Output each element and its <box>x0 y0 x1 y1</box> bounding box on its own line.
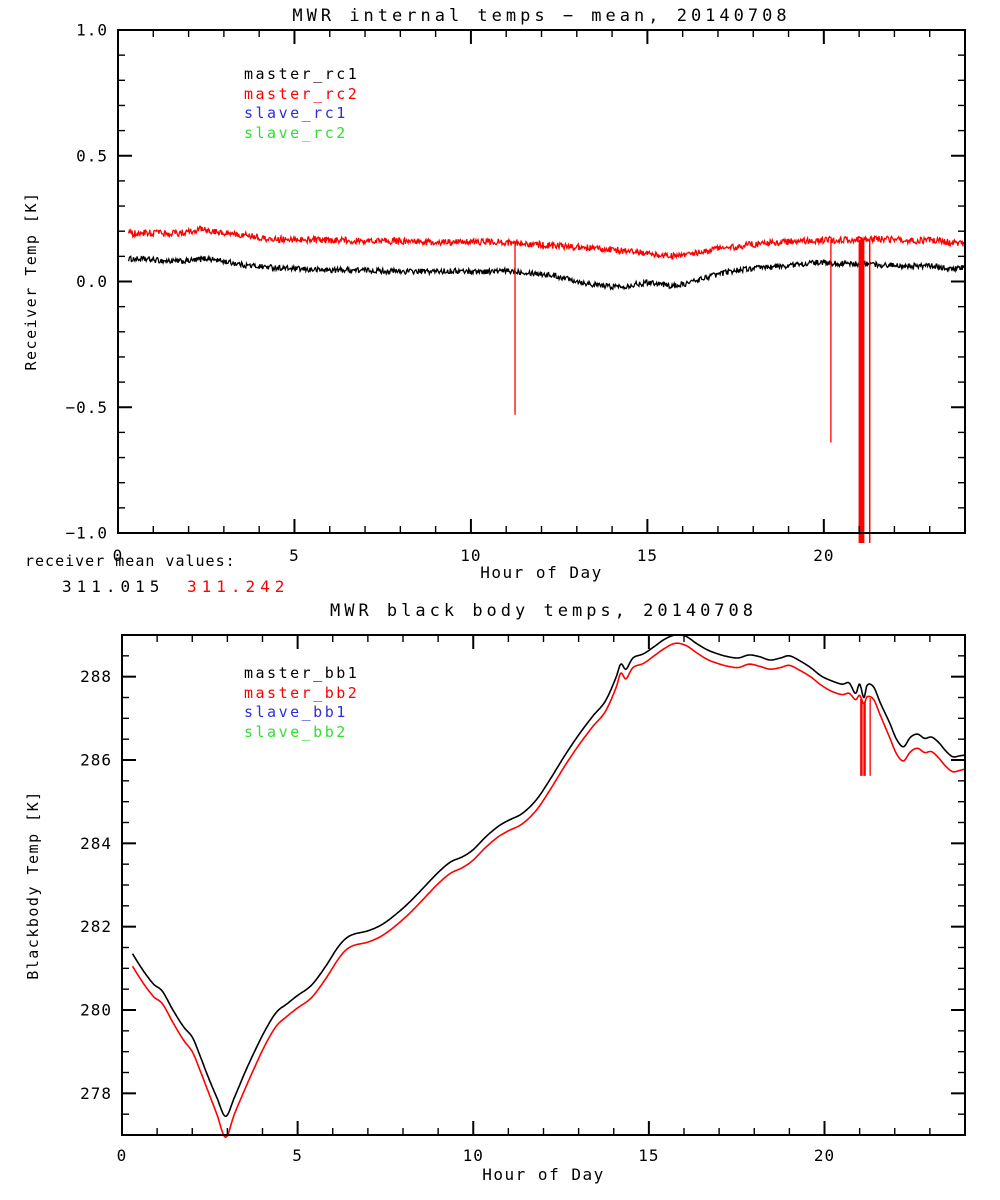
top-chart-x-axis-label: Hour of Day <box>480 563 603 582</box>
y-tick-label: −1.0 <box>65 524 108 543</box>
bottom-chart-x-axis-label: Hour of Day <box>482 1165 605 1184</box>
x-tick-label: 15 <box>638 1146 659 1165</box>
receiver-mean-value-1: 311.015 <box>62 577 165 596</box>
legend-entry-slave-bb1: slave_bb1 <box>244 703 348 721</box>
legend-entry-slave-bb2: slave_bb2 <box>244 722 348 741</box>
series-group-bottom <box>131 634 966 1138</box>
y-tick-label: 0.0 <box>76 272 108 291</box>
x-tick-label: 10 <box>463 1146 484 1165</box>
bottom-chart-legend: master_bb1 master_bb2 slave_bb1 slave_bb… <box>244 664 359 742</box>
x-tick-label: 0 <box>113 546 124 565</box>
y-tick-label: −0.5 <box>65 398 108 417</box>
bottom-chart-y-axis-label: Blackbody Temp [K] <box>24 790 42 980</box>
y-tick-label: 288 <box>80 667 112 686</box>
top-chart-title: MWR internal temps − mean, 20140708 <box>292 6 791 26</box>
legend-entry-slave-rc1: slave_rc1 <box>244 104 348 122</box>
series-master_rc2 <box>127 225 966 260</box>
x-tick-label: 15 <box>637 546 658 565</box>
top-chart-legend: master_rc1 master_rc2 slave_rc1 slave_rc… <box>244 65 359 143</box>
receiver-mean-values-label: receiver mean values: <box>25 552 236 570</box>
chart-bottom: 0 5 10 15 20 278 280 282 284 286 288 <box>80 634 966 1165</box>
y-tick-label: 280 <box>80 1001 112 1020</box>
legend-entry-master-rc2: master_rc2 <box>244 84 360 103</box>
bottom-chart-title: MWR black body temps, 20140708 <box>329 601 758 621</box>
series-master_bb1 <box>131 634 966 1118</box>
x-tick-label: 10 <box>460 546 481 565</box>
y-tick-label: 278 <box>80 1084 112 1103</box>
series-master_rc1 <box>127 254 966 291</box>
receiver-mean-value-2: 311.242 <box>187 577 290 596</box>
chart-top: 0 5 10 15 20 −1.0 −0.5 0.0 0.5 1.0 <box>65 21 966 565</box>
y-tick-label: 282 <box>80 917 112 936</box>
x-tick-label: 0 <box>117 1146 128 1165</box>
x-tick-label: 20 <box>813 546 834 565</box>
x-tick-label: 5 <box>289 546 300 565</box>
legend-entry-master-rc1: master_rc1 <box>244 65 360 83</box>
y-tick-label: 1.0 <box>76 21 108 40</box>
legend-entry-master-bb1: master_bb1 <box>244 664 360 682</box>
series-master_bb2 <box>131 642 966 1138</box>
top-chart-y-axis-label: Receiver Temp [K] <box>22 191 40 371</box>
x-tick-label: 5 <box>292 1146 303 1165</box>
y-tick-label: 0.5 <box>76 146 108 165</box>
y-tick-label: 286 <box>80 751 112 770</box>
legend-entry-slave-rc2: slave_rc2 <box>244 123 348 142</box>
y-tick-label: 284 <box>80 834 112 853</box>
series-group-top <box>127 225 966 544</box>
legend-entry-master-bb2: master_bb2 <box>244 683 360 702</box>
x-tick-label: 20 <box>814 1146 835 1165</box>
